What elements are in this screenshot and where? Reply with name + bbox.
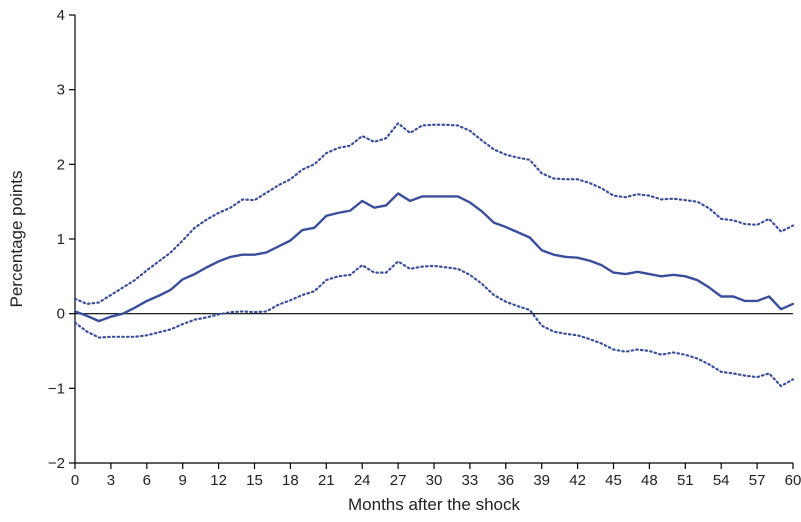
y-tick-label: 3	[57, 82, 65, 99]
y-tick-label: −2	[48, 455, 65, 472]
x-tick-label: 6	[143, 472, 151, 489]
y-tick-label: 1	[57, 231, 65, 248]
x-tick-label: 9	[179, 472, 187, 489]
x-tick-label: 30	[426, 472, 443, 489]
estimate-line	[73, 192, 795, 323]
x-tick-label: 15	[246, 472, 263, 489]
x-tick-label: 60	[785, 472, 801, 489]
x-tick-label: 51	[677, 472, 694, 489]
lower-band-line	[73, 260, 795, 388]
y-axis-label: Percentage points	[7, 170, 26, 307]
x-tick-label: 39	[533, 472, 550, 489]
y-tick-label: 2	[57, 156, 65, 173]
axes	[69, 14, 794, 469]
x-tick-label: 24	[354, 472, 371, 489]
x-tick-label: 12	[210, 472, 227, 489]
x-tick-label: 45	[605, 472, 622, 489]
x-tick-label: 54	[713, 472, 730, 489]
y-tick-label: −1	[48, 380, 65, 397]
y-tick-label: 0	[57, 306, 65, 323]
x-tick-label: 27	[390, 472, 407, 489]
x-tick-label: 21	[318, 472, 335, 489]
x-tick-label: 36	[497, 472, 514, 489]
x-tick-label: 18	[282, 472, 299, 489]
x-tick-label: 42	[569, 472, 586, 489]
x-tick-label: 3	[107, 472, 115, 489]
x-tick-label: 33	[462, 472, 479, 489]
x-axis-label: Months after the shock	[348, 495, 520, 514]
y-tick-label: 4	[57, 7, 65, 24]
x-tick-label: 0	[71, 472, 79, 489]
series-lines	[73, 122, 795, 388]
x-tick-label: 48	[641, 472, 658, 489]
upper-band-line	[73, 122, 795, 306]
x-tick-label: 57	[749, 472, 766, 489]
